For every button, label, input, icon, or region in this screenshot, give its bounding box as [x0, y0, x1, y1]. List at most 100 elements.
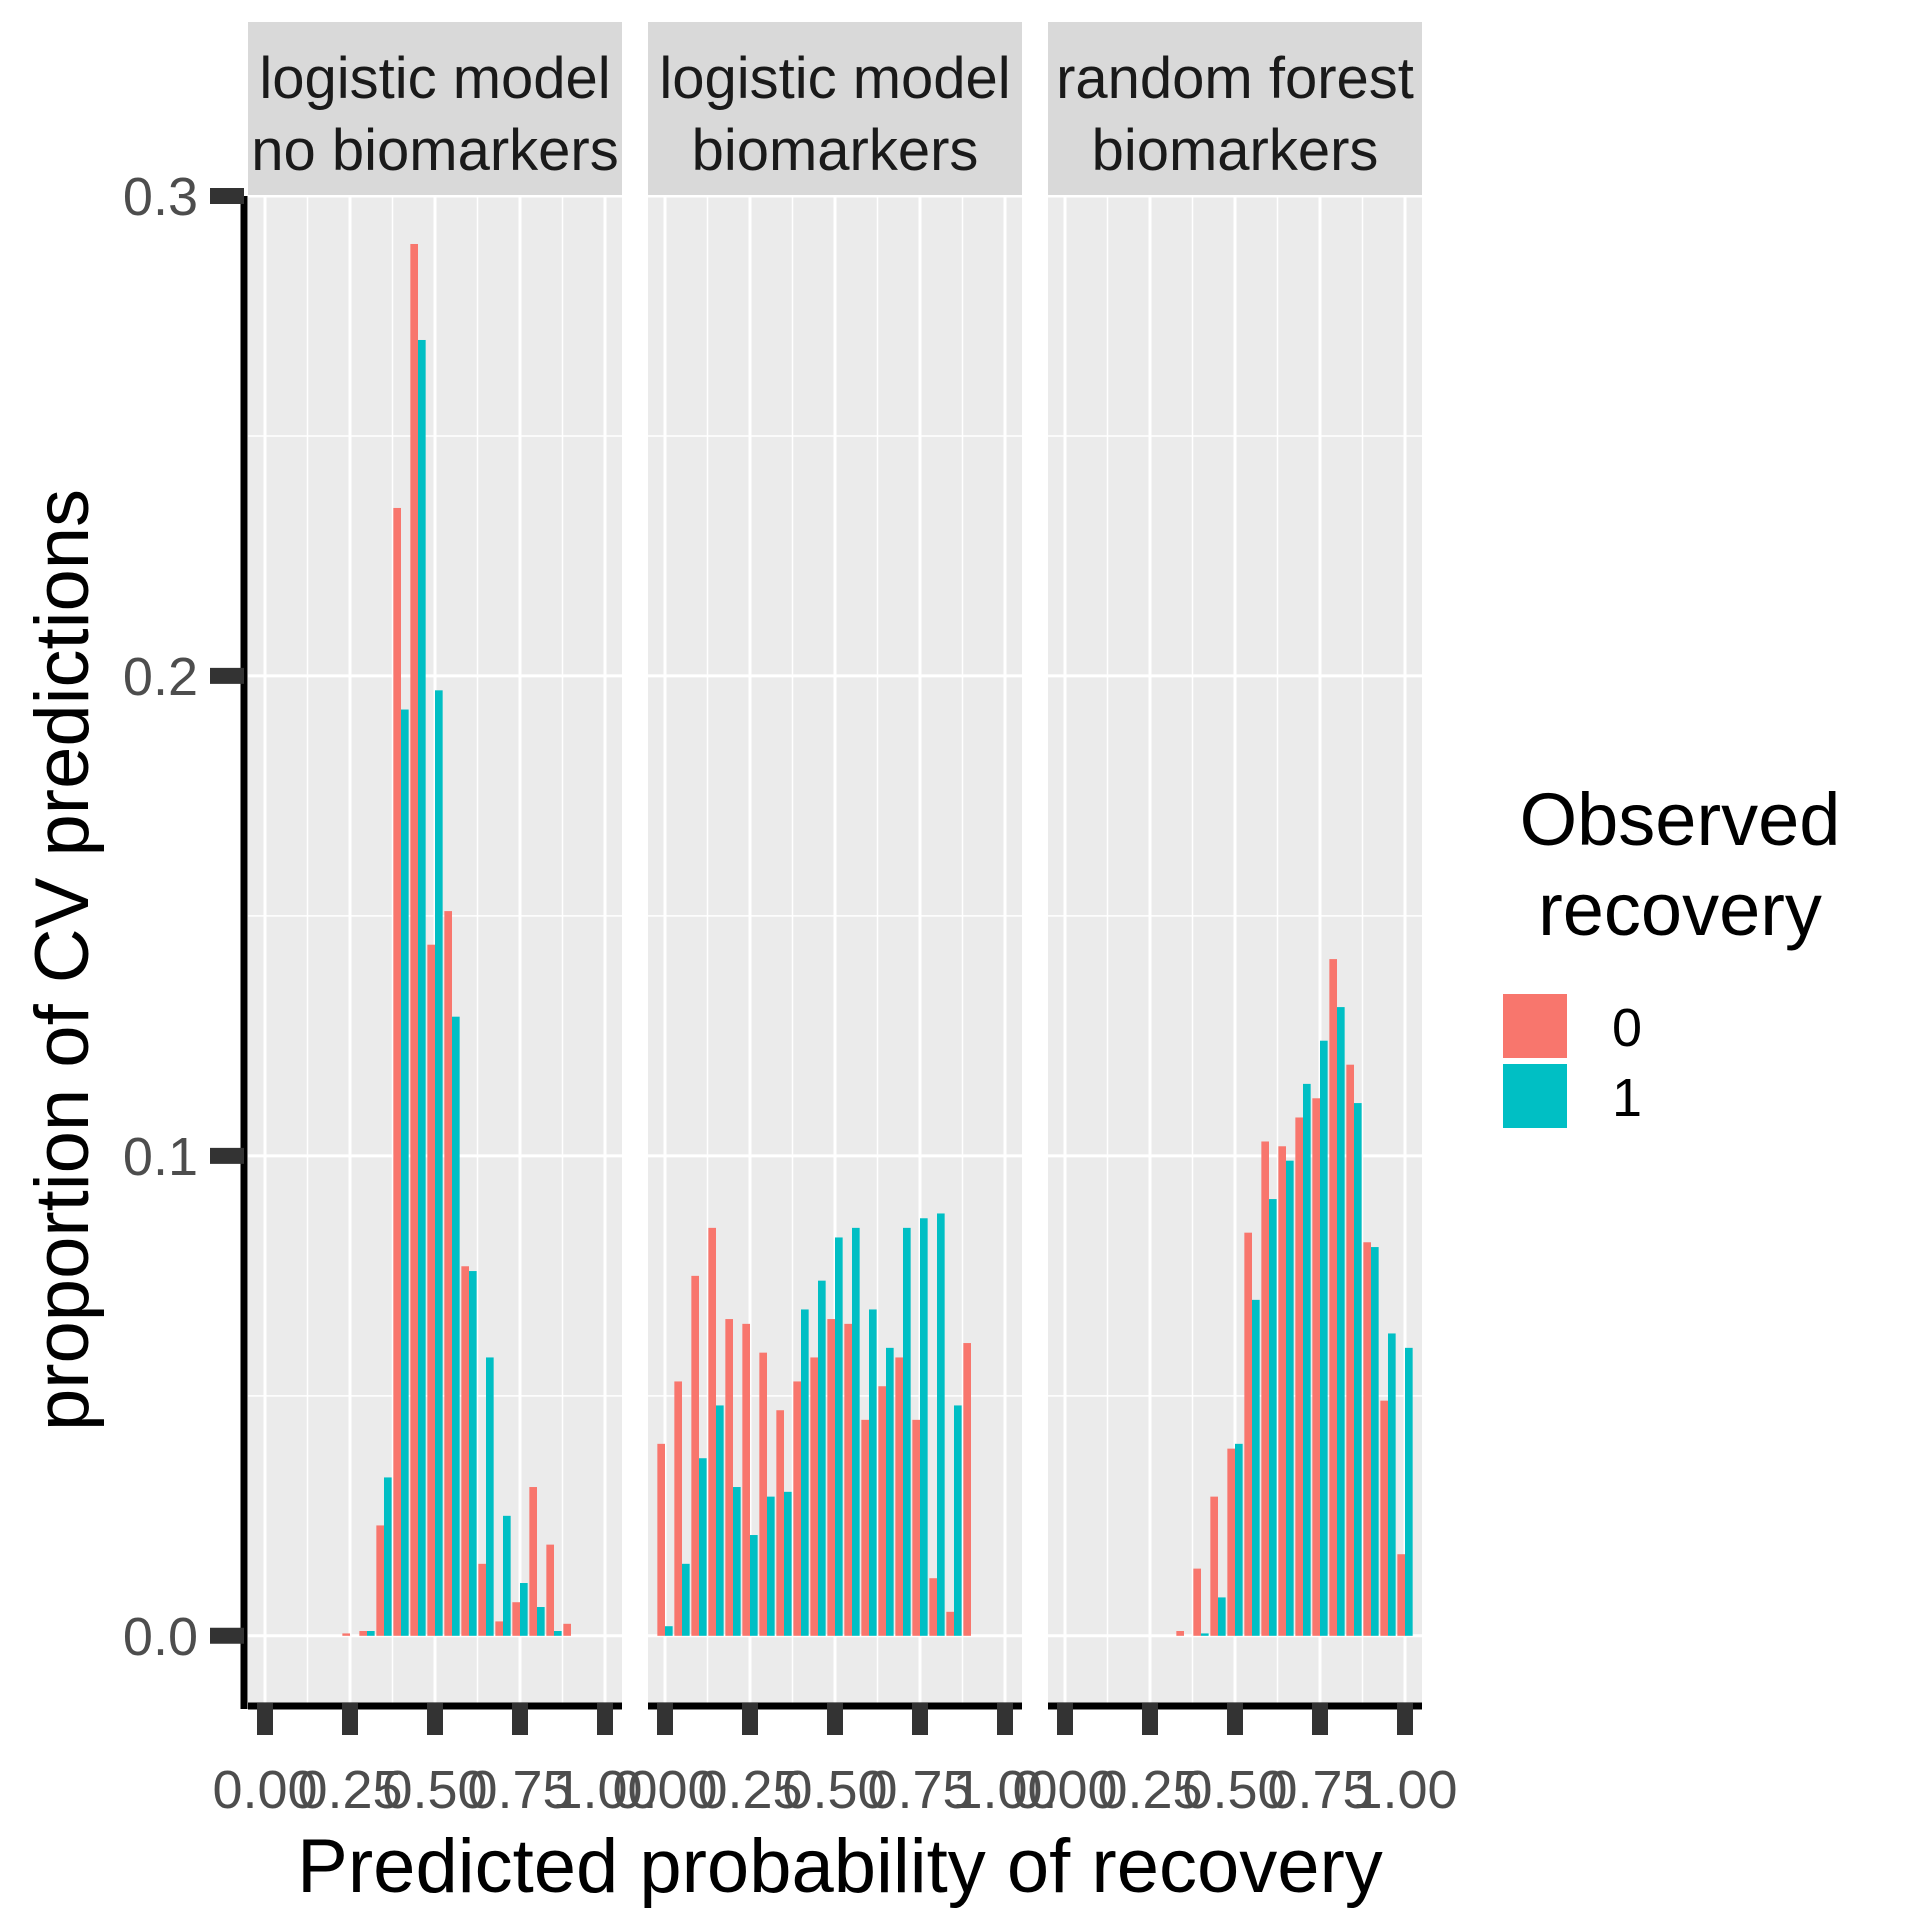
- bar-panel3-series0-bin16: [1329, 959, 1337, 1636]
- bar-panel1-series1-bin9: [418, 339, 426, 1636]
- facet-panel-3: random forest biomarkers: [1048, 22, 1422, 1703]
- bar-panel3-series1-bin17: [1354, 1103, 1362, 1636]
- bar-panel3-series1-bin10: [1235, 1443, 1243, 1636]
- x-tick-label-panel3-3: 0.75: [1267, 1760, 1372, 1820]
- bar-panel3-series1-bin14: [1303, 1083, 1311, 1636]
- bar-panel1-series1-bin16: [537, 1607, 545, 1636]
- bar-panel3-series0-bin8: [1193, 1568, 1201, 1636]
- bar-panel2-series1-bin4: [733, 1487, 741, 1636]
- y-tick-label-1: 0.1: [123, 1127, 198, 1187]
- bar-panel2-series0-bin3: [708, 1227, 716, 1636]
- facet-strip-1: [248, 22, 622, 195]
- bar-panel2-series1-bin1: [682, 1563, 690, 1636]
- bar-panel3-series0-bin12: [1261, 1141, 1269, 1636]
- x-tick-label-panel1-0: 0.00: [212, 1760, 317, 1820]
- x-tick-label-panel1-3: 0.75: [467, 1760, 572, 1820]
- x-tick-label-panel1-4: 1.00: [552, 1760, 657, 1820]
- facet-strip-2: [648, 22, 1022, 195]
- bar-panel3-series0-bin19: [1380, 1400, 1388, 1636]
- bar-panel1-series0-bin6: [359, 1631, 367, 1636]
- bar-panel3-series1-bin18: [1371, 1247, 1379, 1636]
- bar-panel3-series1-bin13: [1286, 1160, 1294, 1636]
- x-tick-label-panel3-2: 0.50: [1182, 1760, 1287, 1820]
- bar-panel3-series1-bin16: [1337, 1007, 1345, 1636]
- bar-panel1-series1-bin11: [452, 1016, 460, 1636]
- y-axis-title: proportion of CV predictions: [20, 489, 105, 1431]
- bar-panel2-series0-bin0: [657, 1443, 665, 1636]
- bar-panel1-series1-bin6: [367, 1631, 375, 1636]
- bar-panel2-series0-bin14: [895, 1357, 903, 1636]
- facet-strip-label-2-line-2: biomarkers: [692, 118, 979, 183]
- bar-panel3-series0-bin7: [1176, 1631, 1184, 1636]
- bar-panel2-series1-bin0: [665, 1626, 673, 1636]
- x-tick-label-panel2-3: 0.75: [867, 1760, 972, 1820]
- legend-label-0: 0: [1612, 998, 1642, 1058]
- bar-panel3-series1-bin15: [1320, 1040, 1328, 1636]
- bar-panel2-series1-bin14: [903, 1227, 911, 1636]
- bar-panel3-series1-bin20: [1405, 1347, 1413, 1636]
- legend-swatch-1: [1499, 1060, 1571, 1132]
- x-tick-label-panel2-1: 0.25: [697, 1760, 802, 1820]
- x-tick-label-panel2-0: 0.00: [612, 1760, 717, 1820]
- bar-panel1-series1-bin17: [554, 1631, 562, 1636]
- bar-panel2-series0-bin17: [946, 1611, 954, 1636]
- facet-strip-label-1-line-1: logistic model: [259, 46, 610, 111]
- panel-bars-1: [342, 243, 571, 1636]
- bar-panel1-series1-bin13: [486, 1357, 494, 1636]
- bar-panel2-series1-bin13: [886, 1347, 894, 1636]
- bar-panel2-series0-bin10: [827, 1319, 835, 1636]
- bar-panel2-series0-bin13: [878, 1386, 886, 1636]
- bar-panel1-series0-bin18: [563, 1623, 571, 1636]
- bar-panel3-series0-bin15: [1312, 1098, 1320, 1636]
- bar-panel2-series0-bin15: [912, 1419, 920, 1636]
- legend-title-line-2: recovery: [1538, 868, 1822, 951]
- panel-bars-2: [657, 1213, 971, 1636]
- bar-panel2-series1-bin12: [869, 1309, 877, 1636]
- x-tick-label-panel1-1: 0.25: [297, 1760, 402, 1820]
- bar-panel3-series0-bin10: [1227, 1448, 1235, 1636]
- bar-panel1-series1-bin12: [469, 1271, 477, 1636]
- bar-panel2-series1-bin3: [716, 1405, 724, 1636]
- facet-strip-3: [1048, 22, 1422, 195]
- bar-panel1-series1-bin10: [435, 690, 443, 1636]
- bar-panel1-series0-bin7: [376, 1525, 384, 1636]
- bar-panel2-series0-bin4: [725, 1319, 733, 1636]
- x-tick-label-panel1-2: 0.50: [382, 1760, 487, 1820]
- bar-panel3-series0-bin20: [1397, 1554, 1405, 1636]
- legend-label-1: 1: [1612, 1068, 1642, 1128]
- facet-panel-1: logistic model no biomarkers: [248, 22, 622, 1703]
- bar-panel1-series0-bin10: [427, 944, 435, 1636]
- y-tick-label-3: 0.3: [123, 167, 198, 227]
- bar-panel2-series0-bin8: [793, 1381, 801, 1636]
- legend: Observed recovery 0 1: [1499, 778, 1841, 1132]
- bar-panel2-series0-bin6: [759, 1352, 767, 1636]
- panel-bars-3: [1176, 959, 1413, 1636]
- axes: 0.000.250.500.751.000.000.250.500.751.00…: [123, 167, 1458, 1820]
- bar-panel1-series0-bin11: [444, 911, 452, 1636]
- facet-strip-label-3-line-2: biomarkers: [1092, 118, 1379, 183]
- x-tick-label-panel2-2: 0.50: [782, 1760, 887, 1820]
- bar-panel2-series1-bin5: [750, 1535, 758, 1636]
- bar-panel1-series0-bin5: [342, 1633, 350, 1636]
- bar-panel2-series1-bin16: [937, 1213, 945, 1636]
- bar-panel2-series0-bin9: [810, 1357, 818, 1636]
- bar-panel2-series0-bin11: [844, 1323, 852, 1636]
- x-tick-label-panel3-4: 1.00: [1352, 1760, 1457, 1820]
- x-tick-label-panel3-0: 0.00: [1012, 1760, 1117, 1820]
- bar-panel3-series1-bin12: [1269, 1199, 1277, 1636]
- facet-strip-label-2-line-1: logistic model: [659, 46, 1010, 111]
- bar-panel1-series0-bin8: [393, 507, 401, 1636]
- x-tick-label-panel3-1: 0.25: [1097, 1760, 1202, 1820]
- legend-title-line-1: Observed: [1520, 778, 1841, 861]
- bar-panel3-series0-bin9: [1210, 1496, 1218, 1636]
- facet-strip-label-1-line-2: no biomarkers: [251, 118, 618, 183]
- bar-panel3-series0-bin14: [1295, 1117, 1303, 1636]
- bar-panel1-series0-bin12: [461, 1266, 469, 1636]
- bar-panel2-series0-bin5: [742, 1323, 750, 1636]
- bar-panel1-series0-bin15: [512, 1602, 520, 1636]
- bar-panel3-series1-bin8: [1201, 1633, 1209, 1636]
- bar-panel2-series1-bin2: [699, 1458, 707, 1636]
- bar-panel2-series0-bin16: [929, 1578, 937, 1636]
- bar-panel1-series1-bin14: [503, 1515, 511, 1636]
